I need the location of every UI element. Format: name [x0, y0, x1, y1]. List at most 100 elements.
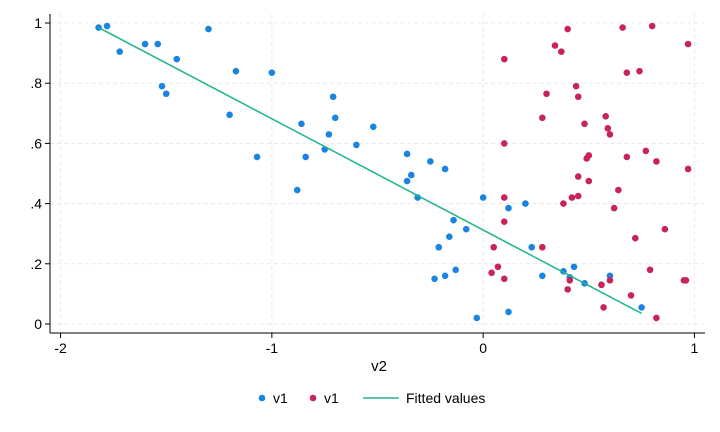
- data-point-series-2: [648, 22, 656, 30]
- data-point-series-2: [646, 266, 654, 274]
- data-point-series-2: [572, 82, 580, 90]
- data-point-series-2: [619, 24, 626, 31]
- data-point-series-1: [329, 93, 337, 101]
- data-point-series-2: [653, 314, 660, 322]
- data-point-series-1: [268, 69, 276, 76]
- x-tick-label: 0: [479, 340, 487, 356]
- data-point-series-2: [494, 263, 502, 271]
- y-tick-label: 0: [34, 316, 42, 332]
- data-point-series-1: [528, 243, 536, 251]
- data-point-series-2: [606, 277, 614, 284]
- data-point-series-1: [232, 67, 240, 75]
- data-point-series-1: [638, 304, 645, 311]
- data-point-series-2: [631, 234, 639, 242]
- data-point-series-2: [539, 243, 546, 251]
- data-point-series-2: [623, 153, 631, 161]
- data-point-series-2: [627, 292, 635, 299]
- legend-key-dot: [309, 394, 317, 402]
- data-point-series-1: [205, 25, 212, 33]
- data-point-series-1: [446, 233, 453, 240]
- x-tick-label: 1: [691, 340, 699, 356]
- data-point-series-1: [403, 150, 411, 158]
- data-point-series-1: [154, 40, 162, 48]
- data-point-series-2: [604, 125, 612, 132]
- data-point-series-1: [158, 82, 166, 90]
- data-point-series-2: [500, 194, 508, 201]
- data-point-series-1: [369, 123, 377, 131]
- data-point-series-1: [298, 120, 305, 128]
- data-point-series-2: [551, 42, 559, 49]
- data-point-series-1: [539, 272, 546, 280]
- data-point-series-1: [505, 204, 512, 212]
- x-tick-label: -2: [54, 340, 67, 356]
- data-point-series-2: [574, 192, 582, 200]
- data-point-series-1: [226, 111, 233, 119]
- fitted-line: [98, 26, 642, 315]
- data-point-series-2: [684, 40, 692, 48]
- data-point-series-2: [488, 269, 495, 277]
- y-tick-label: .4: [30, 196, 42, 212]
- axes: 0 .2 .4 .6 .8 1 -2 -1 0 1: [30, 14, 705, 356]
- data-point-series-1: [173, 55, 181, 63]
- data-point-series-2: [564, 25, 571, 33]
- data-point-series-1: [103, 22, 111, 30]
- data-point-series-2: [490, 243, 498, 251]
- data-point-series-2: [642, 147, 650, 155]
- legend: v1 v1 Fitted values: [258, 390, 485, 406]
- data-point-series-2: [602, 113, 609, 120]
- data-point-series-2: [560, 200, 567, 207]
- data-point-series-2: [682, 277, 690, 284]
- data-point-series-2: [623, 69, 631, 76]
- data-point-series-1: [570, 263, 578, 271]
- data-point-series-1: [522, 200, 529, 207]
- data-point-series-2: [610, 204, 618, 212]
- data-point-series-1: [431, 275, 438, 283]
- y-tick-label: .6: [30, 135, 42, 151]
- data-point-series-2: [598, 281, 605, 289]
- data-point-series-2: [574, 93, 582, 101]
- data-point-series-2: [581, 120, 588, 128]
- data-point-series-1: [302, 153, 309, 161]
- data-point-series-1: [293, 186, 301, 194]
- data-point-series-2: [564, 286, 571, 293]
- data-point-series-2: [500, 140, 508, 147]
- plot-marks: [95, 22, 692, 322]
- data-point-series-2: [615, 186, 622, 194]
- data-point-series-2: [606, 131, 614, 138]
- data-point-series-1: [441, 165, 449, 173]
- y-tick-label: .2: [30, 256, 42, 272]
- data-point-series-1: [427, 158, 434, 165]
- x-tick-label: -1: [266, 340, 279, 356]
- data-point-series-2: [500, 275, 508, 283]
- data-point-series-1: [479, 194, 487, 201]
- data-point-series-1: [353, 141, 360, 149]
- data-point-series-1: [441, 272, 449, 280]
- data-point-series-1: [253, 153, 261, 161]
- data-point-series-2: [574, 173, 582, 180]
- data-point-series-1: [505, 308, 512, 316]
- data-point-series-1: [450, 216, 457, 224]
- legend-label: v1: [324, 390, 339, 406]
- data-point-series-2: [684, 165, 692, 173]
- legend-label: v1: [273, 390, 288, 406]
- legend-key-dot: [258, 394, 266, 402]
- legend-label: Fitted values: [406, 390, 485, 406]
- data-point-series-2: [585, 152, 593, 159]
- data-point-series-1: [325, 131, 333, 138]
- data-point-series-1: [462, 225, 470, 233]
- data-point-series-2: [600, 304, 607, 311]
- data-point-series-2: [661, 225, 669, 233]
- data-point-series-2: [558, 48, 565, 55]
- data-point-series-1: [403, 177, 411, 185]
- data-point-series-1: [141, 40, 149, 48]
- y-tick-label: 1: [34, 15, 42, 31]
- data-point-series-1: [162, 90, 170, 98]
- data-point-series-1: [435, 243, 443, 251]
- data-point-series-1: [606, 272, 614, 280]
- data-point-series-2: [539, 114, 546, 122]
- gridlines: [50, 14, 705, 333]
- data-point-series-2: [500, 55, 508, 63]
- data-point-series-2: [636, 67, 643, 75]
- data-point-series-2: [500, 218, 508, 225]
